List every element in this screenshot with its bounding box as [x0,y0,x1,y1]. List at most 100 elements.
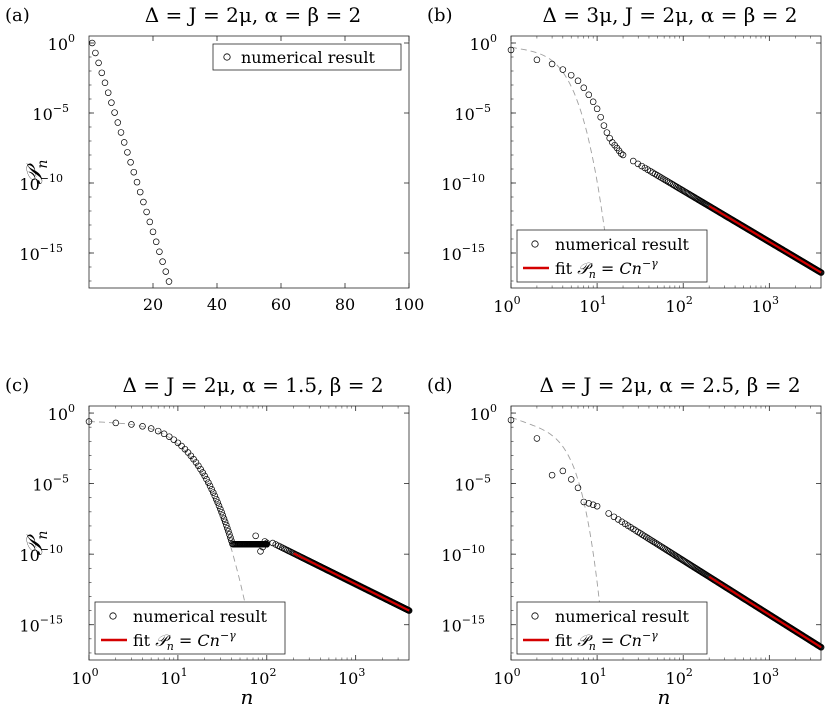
ytick-label: 100 [48,402,75,424]
envelope-dashed [510,416,605,650]
data-point [159,258,166,265]
legend-label: numerical result [555,607,689,626]
data-point [605,510,612,517]
data-point [133,178,141,186]
panel-label: (a) [5,5,30,26]
data-point [208,486,215,493]
data-point [223,521,230,529]
data-point [165,278,173,285]
panel-title: Δ = 3μ, J = 2μ, α = β = 2 [542,3,797,27]
data-point [817,269,825,276]
data-point [585,500,593,507]
legend: numerical result fit 𝒫n = Cn−γ [516,229,708,283]
data-point [659,175,667,182]
xtick-label: 103 [752,666,779,688]
data-point [600,122,608,129]
data-point [567,476,575,483]
ytick-label: 10−15 [441,242,485,264]
data-point [117,129,125,136]
legend-fit-label: fit 𝒫n = Cn−γ [133,629,236,653]
data-point [162,268,170,275]
xtick-label: 101 [579,294,606,316]
y-axis-label: 𝒫n [23,531,51,556]
data-point [652,539,659,547]
data-point [645,535,652,542]
panel-b: (b) Δ = 3μ, J = 2μ, α = β = 2 100 10−5 10−10… [427,3,825,316]
xtick-label: 101 [160,666,187,688]
data-point [192,459,200,466]
ytick-label: 10−5 [454,102,491,124]
data-point [619,151,627,159]
data-point [226,531,233,538]
data-point [197,465,204,473]
ytick-label: 10−15 [19,242,63,264]
data-point [147,425,155,432]
data-point [648,537,656,544]
xtick-label: 101 [579,666,606,688]
data-point [589,98,597,106]
panel-d: (d) Δ = J = 2μ, α = 2.5, β = 2 100 10−5 10−1… [427,373,825,709]
data-point [104,89,112,96]
x-axis-label: n [658,685,671,709]
ytick-label: 10−5 [32,473,69,495]
panel-label: (c) [5,375,29,396]
axes-frame [88,35,410,289]
data-point [589,501,597,509]
data-point [210,489,217,496]
data-point [124,149,131,156]
xtick-label: 40 [207,295,227,314]
data-point [190,455,197,463]
data-point [559,66,567,73]
data-point [225,528,232,535]
data-point [149,228,157,236]
data-point [284,547,291,554]
data-point [661,176,669,184]
legend-box [516,229,708,283]
data-point [567,71,575,79]
data-point [127,159,134,166]
fit-line [708,575,822,649]
data-point [128,421,135,428]
xtick-label: 20 [143,295,163,314]
data-point [614,516,622,523]
data-point [203,476,210,483]
legend-marker [531,612,539,620]
data-point [140,198,147,206]
legend-label: numerical result [555,235,689,254]
data-point [217,505,224,513]
data-point [170,436,178,443]
ytick-label: 10−5 [32,102,69,124]
data-point [634,160,642,168]
xtick-label: 80 [335,295,355,314]
data-point [653,172,661,179]
legend-marker [531,240,539,248]
data-point [195,462,202,470]
panel-a: (a) Δ = J = 2μ, α = β = 210010−510−1010−1… [5,3,424,314]
envelope-dashed [510,46,612,285]
data-point [114,119,122,126]
data-point [817,644,825,651]
panel-label: (b) [427,5,453,26]
data-point [111,109,118,116]
data-point [663,177,670,185]
data-point [220,515,228,522]
data-point [618,518,626,526]
data-point [212,495,220,503]
data-point [252,532,259,540]
data-point [655,173,663,180]
data-point [665,178,672,186]
data-point [218,508,225,516]
legend-marker [223,53,231,61]
data-point [597,113,604,121]
data-point [548,471,556,479]
data-point [603,129,611,136]
xtick-label: 60 [271,295,291,314]
data-point [112,419,120,427]
data-point [130,168,138,176]
data-point [548,60,556,68]
data-point [261,538,269,545]
data-point [653,540,661,548]
data-point [120,139,128,146]
y-axis-label: 𝒫n [23,160,51,185]
data-point [166,433,173,440]
